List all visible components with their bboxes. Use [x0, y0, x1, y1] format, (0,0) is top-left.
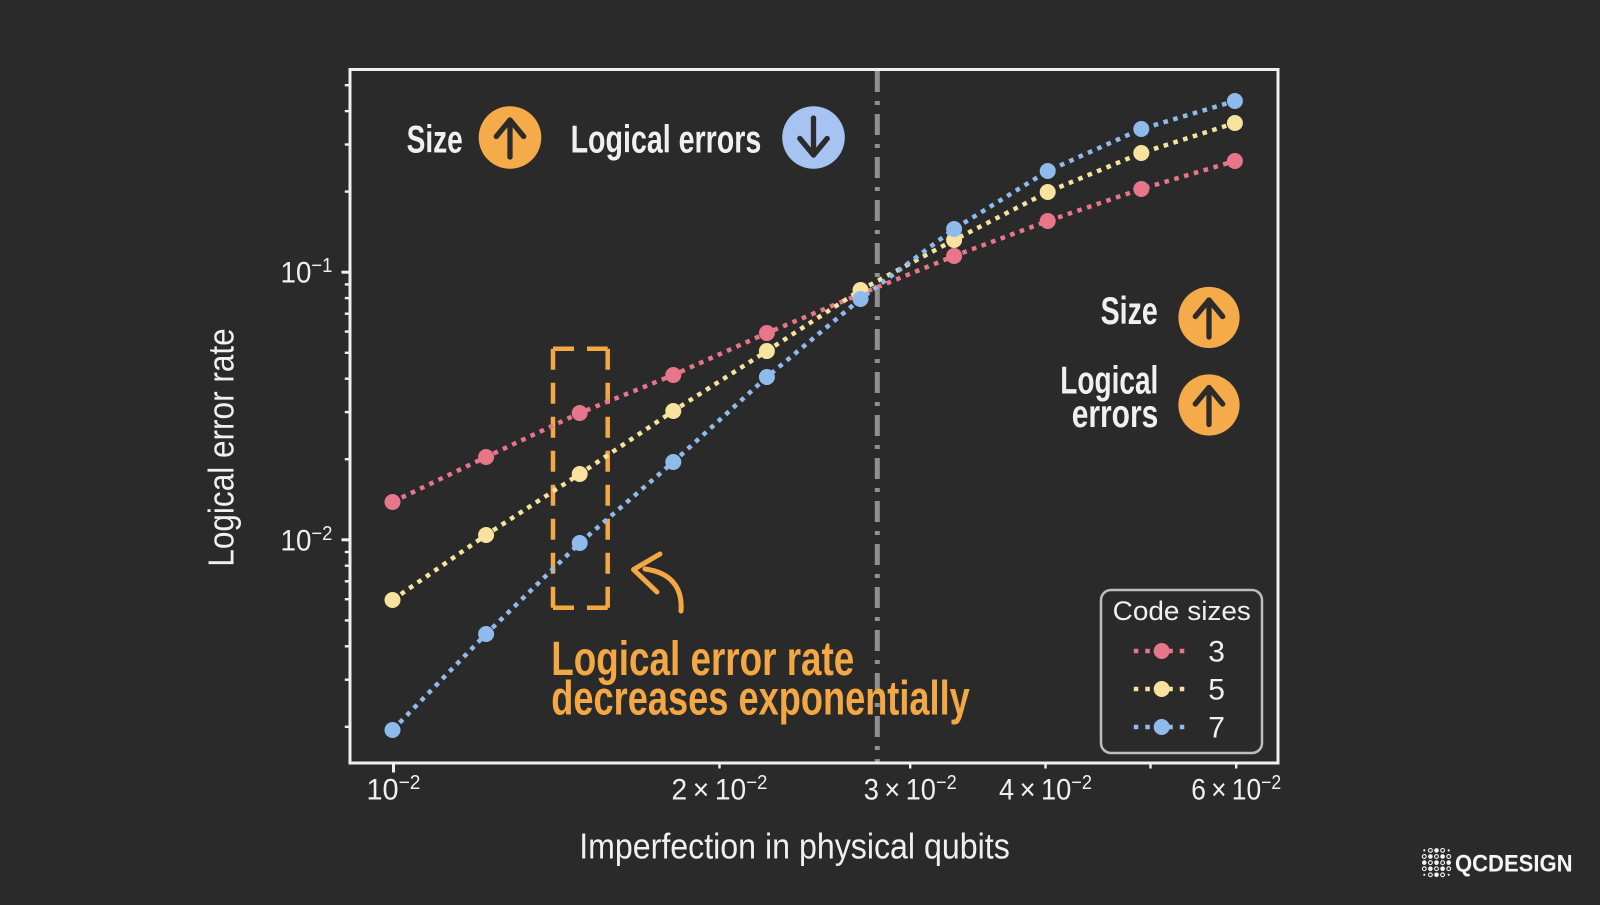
svg-text:5: 5	[1208, 674, 1225, 707]
svg-text:Logical: Logical	[1060, 360, 1158, 403]
svg-text:decreases exponentially: decreases exponentially	[551, 673, 970, 726]
svg-text:7: 7	[1208, 712, 1225, 745]
svg-text:Size: Size	[407, 119, 463, 162]
svg-text:QCDESIGN: QCDESIGN	[1455, 850, 1573, 877]
svg-text:10−2: 10−2	[281, 523, 333, 558]
svg-text:Imperfection in physical qubit: Imperfection in physical qubits	[579, 826, 1010, 867]
svg-text:Size: Size	[1101, 290, 1158, 333]
svg-text:3: 3	[1208, 636, 1225, 669]
svg-text:Logical errors: Logical errors	[571, 119, 762, 162]
svg-text:Logical error rate: Logical error rate	[201, 328, 242, 566]
svg-text:errors: errors	[1072, 393, 1159, 436]
svg-text:Code sizes: Code sizes	[1113, 596, 1251, 626]
svg-text:Logical error rate: Logical error rate	[551, 633, 854, 686]
